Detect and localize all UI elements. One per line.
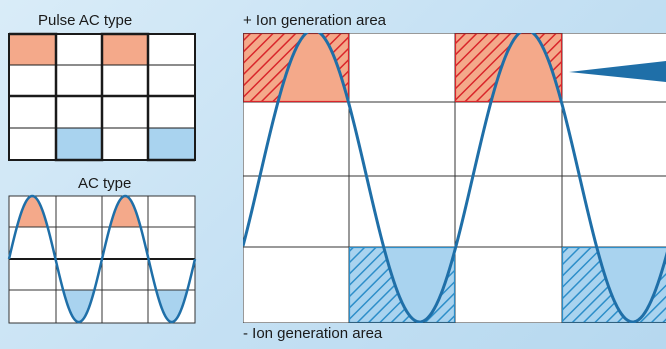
pulse-negative-cell (56, 128, 102, 160)
negative-ion-area-label: - Ion generation area (243, 325, 383, 342)
pulse-ac-grid-border (8, 33, 196, 161)
pointer-wedge (569, 61, 666, 82)
positive-ion-generation-fill (243, 33, 666, 102)
ac-type-title: AC type (78, 175, 132, 192)
pulse-ac-grid (8, 32, 196, 162)
pulse-positive-cell (9, 34, 56, 65)
main-sine-wave (243, 33, 666, 323)
pulse-ac-type-title: Pulse AC type (38, 12, 133, 29)
pulse-positive-cell (102, 34, 148, 65)
positive-ion-area-label: + Ion generation area (243, 12, 387, 29)
pulse-negative-cell (148, 128, 195, 160)
ac-sine-wave (7, 194, 197, 324)
pulse-waveform-line (9, 94, 195, 162)
pulse-waveform-line (9, 32, 195, 98)
